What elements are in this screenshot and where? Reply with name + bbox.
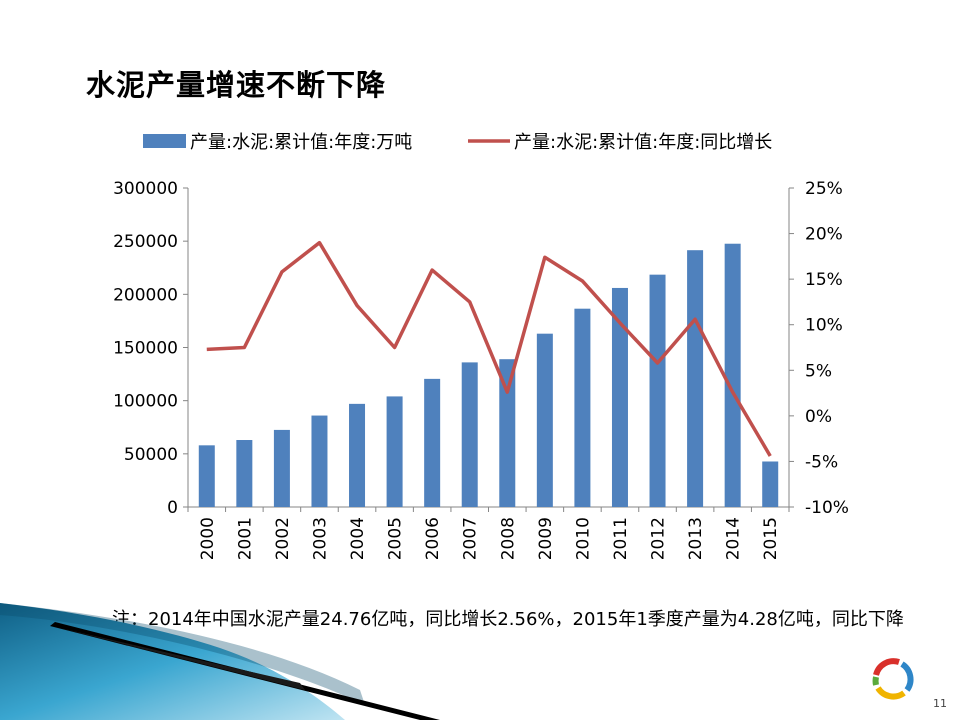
bar	[762, 461, 779, 507]
bar	[198, 445, 215, 507]
x-tick-label: 2008	[498, 517, 518, 560]
bar	[424, 378, 441, 507]
bar	[349, 403, 366, 507]
left-tick-label: 200000	[113, 285, 178, 305]
x-tick-label: 2007	[461, 517, 481, 560]
left-tick-label: 250000	[113, 232, 178, 252]
x-tick-label: 2001	[235, 517, 255, 560]
left-tick-label: 100000	[113, 392, 178, 412]
legend-bar-label: 产量:水泥:累计值:年度:万吨	[190, 132, 412, 153]
x-tick-label: 2015	[761, 517, 781, 560]
bar	[461, 362, 478, 507]
x-tick-label: 2006	[423, 517, 443, 560]
x-tick-label: 2002	[273, 517, 293, 560]
bar	[499, 359, 516, 507]
bar	[724, 243, 741, 507]
bar	[687, 250, 704, 507]
left-tick-label: 300000	[113, 179, 178, 199]
right-tick-label: 25%	[805, 179, 843, 199]
x-tick-label: 2000	[198, 517, 218, 560]
right-tick-label: 5%	[805, 361, 832, 381]
right-tick-label: -5%	[805, 452, 838, 472]
bar	[611, 287, 628, 507]
right-tick-label: -10%	[805, 498, 849, 518]
x-tick-label: 2014	[724, 517, 744, 560]
x-tick-label: 2012	[649, 517, 669, 560]
x-tick-label: 2004	[348, 517, 368, 560]
x-tick-label: 2005	[386, 517, 406, 560]
page-number: 11	[933, 697, 947, 710]
right-tick-label: 20%	[805, 225, 843, 245]
right-tick-label: 15%	[805, 270, 843, 290]
bar	[574, 308, 591, 507]
right-tick-label: 10%	[805, 316, 843, 336]
x-tick-label: 2011	[611, 517, 631, 560]
bar	[536, 333, 553, 507]
left-tick-label: 0	[167, 498, 178, 518]
bar	[236, 440, 253, 507]
x-tick-label: 2010	[573, 517, 593, 560]
x-tick-label: 2009	[536, 517, 556, 560]
slide-title: 水泥产量增速不断下降	[86, 68, 387, 102]
left-tick-label: 50000	[124, 445, 178, 465]
growth-line	[206, 240, 772, 457]
legend-bar-swatch	[143, 134, 186, 148]
x-tick-label: 2003	[310, 517, 330, 560]
bar	[311, 415, 328, 507]
cement-production-chart: 0 50000 100000 150000 200000 250000 300000 -10%…	[113, 132, 849, 560]
legend-line-label: 产量:水泥:累计值:年度:同比增长	[514, 132, 772, 153]
bar	[273, 429, 290, 507]
bar	[386, 396, 403, 507]
left-tick-label: 150000	[113, 339, 178, 359]
right-tick-label: 0%	[805, 407, 832, 427]
x-tick-label: 2013	[686, 517, 706, 560]
bar	[649, 274, 666, 507]
